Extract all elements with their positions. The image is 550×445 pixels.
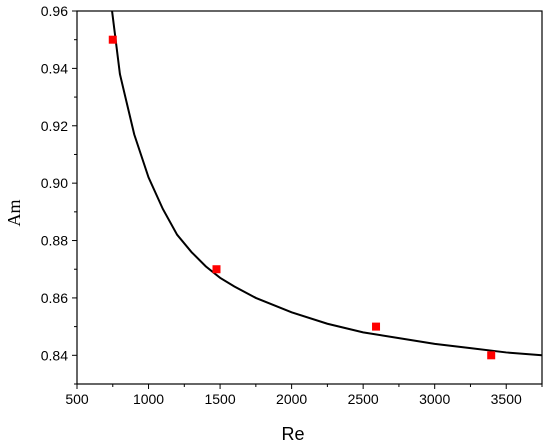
- y-tick-label: 0.86: [41, 290, 68, 306]
- y-tick-label: 0.92: [41, 118, 68, 134]
- y-tick-label: 0.96: [41, 3, 68, 19]
- x-tick-label: 2000: [276, 391, 307, 407]
- data-point: [487, 351, 496, 360]
- plot-border: [76, 10, 543, 385]
- y-tick-label: 0.88: [41, 233, 68, 249]
- x-tick-label: 500: [65, 391, 89, 407]
- fit-curve: [111, 11, 542, 357]
- data-point: [108, 35, 117, 44]
- y-axis: 0.84 0.86 0.88 0.90 0.92 0.94 0.96: [41, 3, 77, 385]
- x-axis-title: Re: [281, 424, 304, 444]
- data-point: [212, 265, 221, 274]
- x-tick-label: 3000: [419, 391, 450, 407]
- data-markers: [108, 35, 496, 360]
- y-tick-label: 0.84: [41, 347, 68, 363]
- y-tick-label: 0.90: [41, 175, 68, 191]
- y-tick-label: 0.94: [41, 60, 68, 76]
- plot-frame: [76, 10, 543, 385]
- x-tick-label: 1000: [133, 391, 164, 407]
- x-tick-label: 1500: [204, 391, 235, 407]
- y-axis-title: Am: [4, 200, 24, 227]
- x-tick-label: 3500: [491, 391, 522, 407]
- data-point: [372, 322, 381, 331]
- x-axis: 500 1000 1500 2000 2500 3000 3500: [65, 384, 543, 407]
- x-tick-label: 2500: [348, 391, 379, 407]
- fit-curve-layer: [111, 11, 542, 357]
